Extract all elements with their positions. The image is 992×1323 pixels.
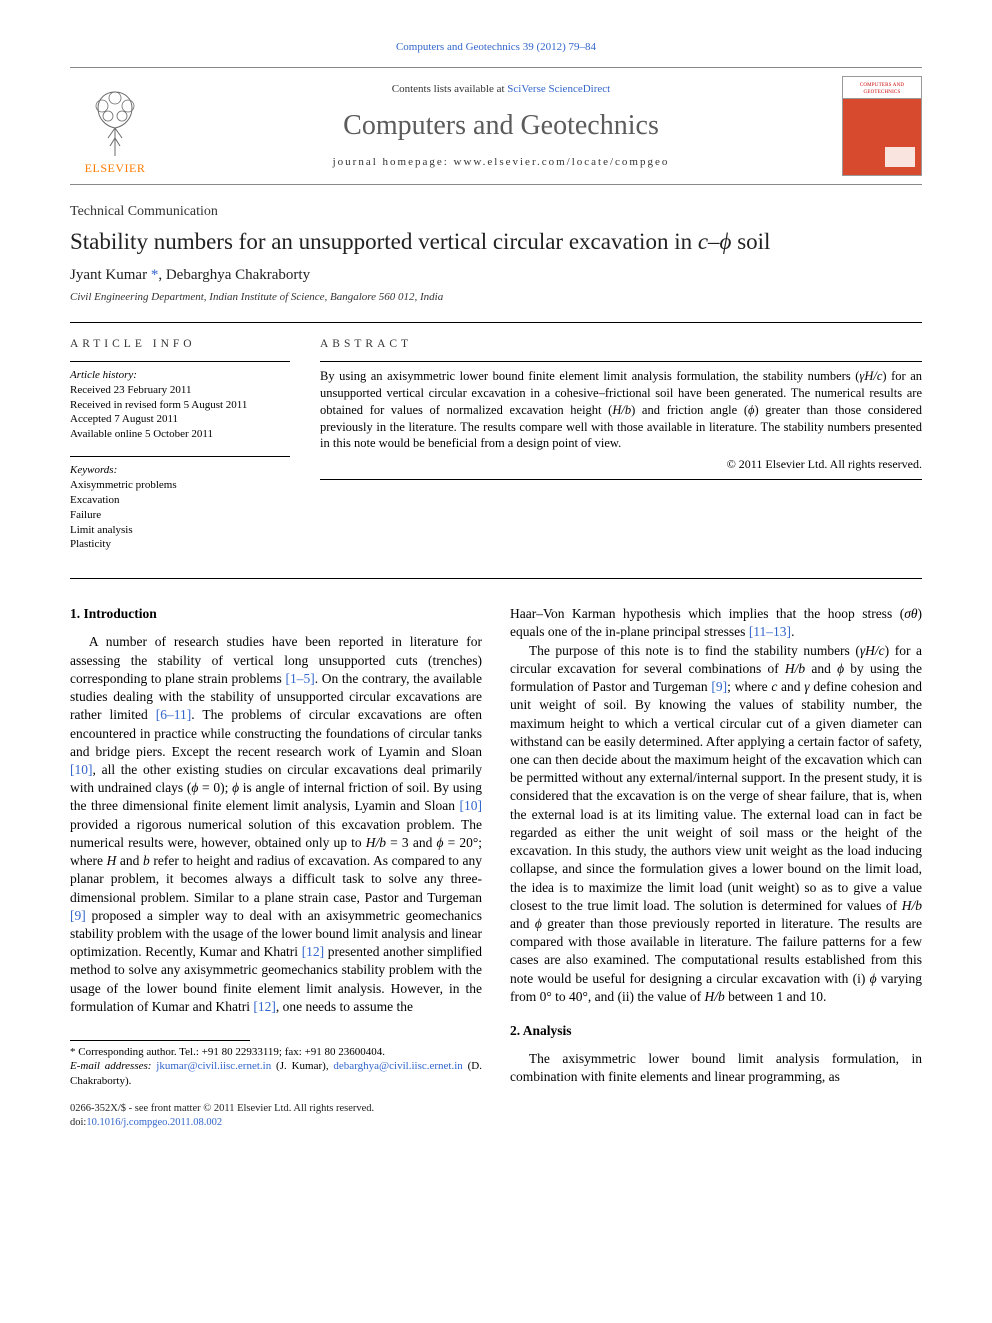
abstract-copyright: © 2011 Elsevier Ltd. All rights reserved… [320, 456, 922, 472]
article-type: Technical Communication [70, 203, 922, 222]
author-2: , Debarghya Chakraborty [158, 267, 310, 283]
body-columns: 1. Introduction A number of research stu… [70, 605, 922, 1130]
cover-body [843, 99, 921, 175]
keyword: Failure [70, 508, 290, 523]
keyword: Excavation [70, 493, 290, 508]
authors-line: Jyant Kumar *, Debarghya Chakraborty [70, 265, 922, 285]
abstract-divider [320, 361, 922, 362]
cover-title-strip: COMPUTERS AND GEOTECHNICS [843, 77, 921, 99]
keyword: Limit analysis [70, 523, 290, 538]
history-line: Available online 5 October 2011 [70, 427, 290, 442]
article-title: Stability numbers for an unsupported ver… [70, 228, 922, 256]
elsevier-wordmark: ELSEVIER [85, 160, 146, 176]
front-matter-line: 0266-352X/$ - see front matter © 2011 El… [70, 1102, 482, 1116]
body-paragraph: A number of research studies have been r… [70, 633, 482, 1016]
elsevier-tree-icon [80, 88, 150, 158]
rule-under-abstract [70, 578, 922, 579]
abstract-text: By using an axisymmetric lower bound fin… [320, 368, 922, 452]
journal-homepage: journal homepage: www.elsevier.com/locat… [160, 155, 842, 170]
section-1-heading: 1. Introduction [70, 605, 482, 623]
corr-author-line: * Corresponding author. Tel.: +91 80 229… [70, 1045, 482, 1059]
article-info-heading: article info [70, 337, 290, 353]
doi-label: doi: [70, 1117, 86, 1128]
title-post: soil [731, 229, 770, 254]
abstract-divider-bottom [320, 479, 922, 480]
contents-lists-line: Contents lists available at SciVerse Sci… [160, 82, 842, 97]
body-paragraph: The axisymmetric lower bound limit analy… [510, 1050, 922, 1086]
email-label: E-mail addresses: [70, 1060, 156, 1072]
elsevier-logo: ELSEVIER [70, 76, 160, 176]
history-label: Article history: [70, 368, 290, 383]
abstract-heading: abstract [320, 337, 922, 353]
affiliation: Civil Engineering Department, Indian Ins… [70, 290, 922, 305]
article-info-col: article info Article history: Received 2… [70, 337, 290, 566]
footnote-separator [70, 1040, 250, 1041]
history-line: Received 23 February 2011 [70, 383, 290, 398]
keywords-label: Keywords: [70, 463, 290, 478]
author-1: Jyant Kumar [70, 267, 151, 283]
email-line: E-mail addresses: jkumar@civil.iisc.erne… [70, 1059, 482, 1088]
history-line: Accepted 7 August 2011 [70, 412, 290, 427]
issue-citation[interactable]: Computers and Geotechnics 39 (2012) 79–8… [70, 40, 922, 55]
body-paragraph: The purpose of this note is to find the … [510, 642, 922, 1006]
doi-line: doi:10.1016/j.compgeo.2011.08.002 [70, 1116, 482, 1130]
email-who-1: (J. Kumar), [271, 1060, 333, 1072]
keyword: Plasticity [70, 537, 290, 552]
info-divider-1 [70, 361, 290, 362]
header-center: Contents lists available at SciVerse Sci… [160, 76, 842, 176]
journal-title: Computers and Geotechnics [160, 107, 842, 145]
title-var: c–ϕ [698, 229, 732, 254]
email-link-1[interactable]: jkumar@civil.iisc.ernet.in [156, 1060, 271, 1072]
contents-prefix: Contents lists available at [392, 83, 507, 95]
sciencedirect-link[interactable]: SciVerse ScienceDirect [507, 83, 610, 95]
history-line: Received in revised form 5 August 2011 [70, 398, 290, 413]
section-2-heading: 2. Analysis [510, 1022, 922, 1040]
keyword: Axisymmetric problems [70, 478, 290, 493]
corresponding-author-footnote: * Corresponding author. Tel.: +91 80 229… [70, 1045, 482, 1088]
abstract-col: abstract By using an axisymmetric lower … [320, 337, 922, 566]
article-history: Article history: Received 23 February 20… [70, 368, 290, 442]
body-paragraph: Haar–Von Karman hypothesis which implies… [510, 605, 922, 641]
rule-under-affil [70, 322, 922, 323]
keywords-block: Keywords: Axisymmetric problems Excavati… [70, 463, 290, 552]
title-pre: Stability numbers for an unsupported ver… [70, 229, 698, 254]
doi-block: 0266-352X/$ - see front matter © 2011 El… [70, 1102, 482, 1130]
doi-link[interactable]: 10.1016/j.compgeo.2011.08.002 [86, 1117, 222, 1128]
info-abstract-row: article info Article history: Received 2… [70, 337, 922, 566]
homepage-label: journal homepage: [333, 156, 454, 168]
info-divider-2 [70, 456, 290, 457]
email-link-2[interactable]: debarghya@civil.iisc.ernet.in [333, 1060, 462, 1072]
journal-header: ELSEVIER Contents lists available at Sci… [70, 67, 922, 185]
journal-cover-thumb: COMPUTERS AND GEOTECHNICS [842, 76, 922, 176]
homepage-url[interactable]: www.elsevier.com/locate/compgeo [454, 156, 670, 168]
